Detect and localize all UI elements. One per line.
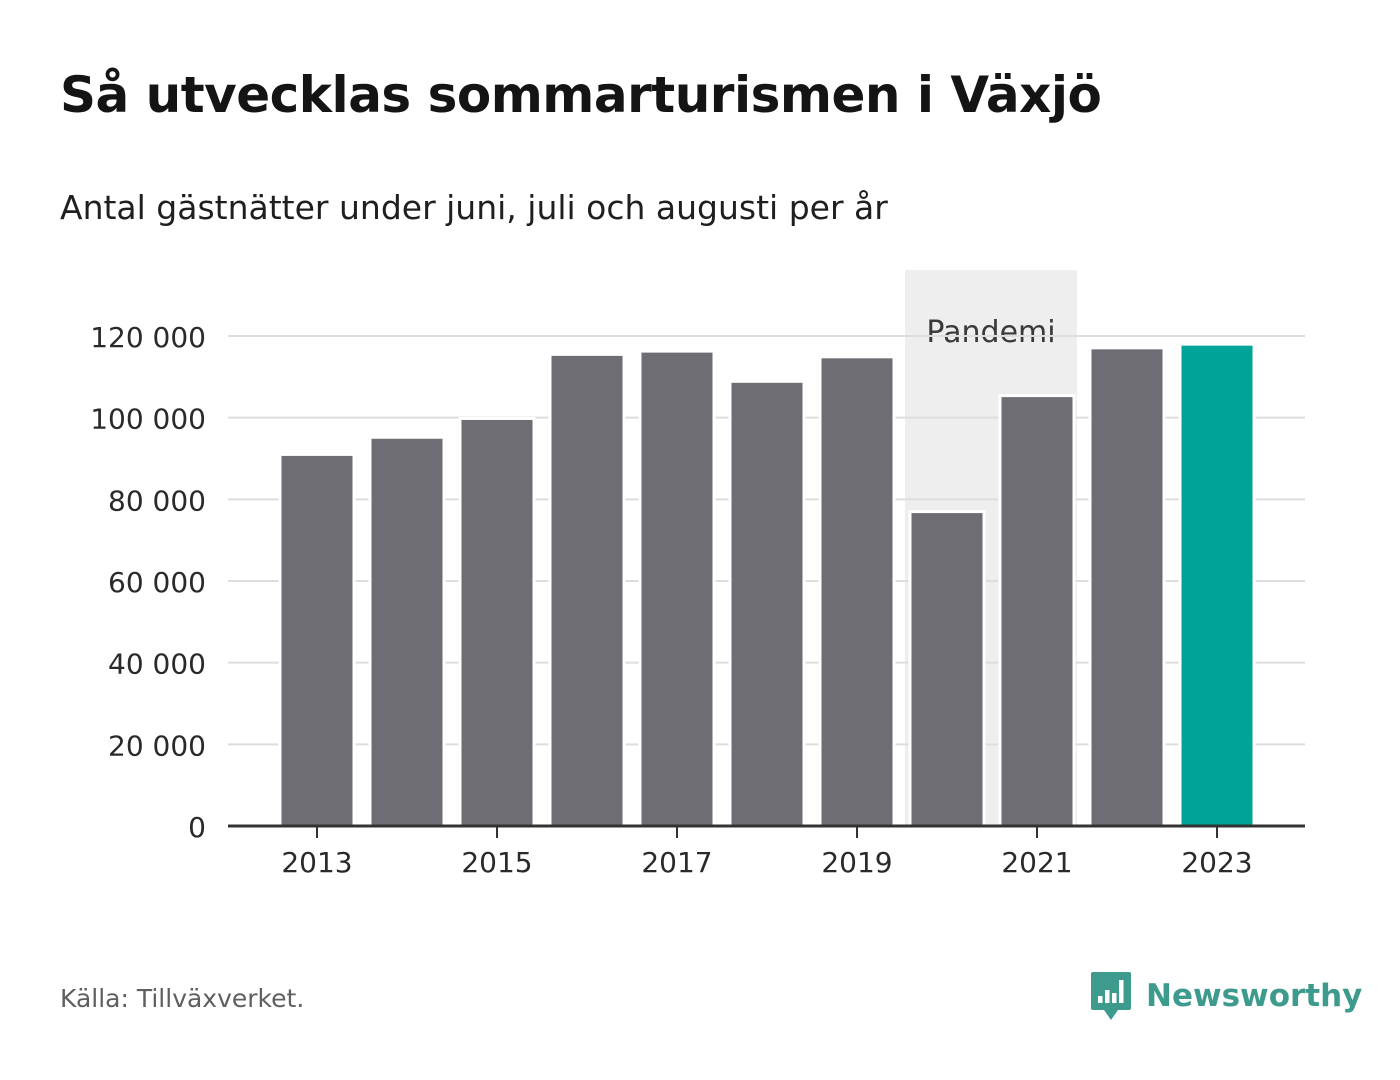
x-tick-label: 2013 [281,846,352,879]
bar-2013 [278,452,356,828]
bar-2021 [998,394,1076,828]
pandemic-annotation: Pandemi [926,315,1055,350]
x-tick-label: 2015 [461,846,532,879]
y-tick-label: 20 000 [108,729,206,762]
bar-2016 [548,352,626,828]
x-tick-label: 2021 [1001,846,1072,879]
y-tick-label: 40 000 [108,648,206,681]
y-tick-label: 0 [188,811,206,844]
bar-2015 [458,416,536,828]
bar-2022 [1088,346,1166,828]
x-tick-label: 2023 [1181,846,1252,879]
bar-2020 [908,510,986,828]
bar-2023 [1178,342,1256,828]
x-tick-label: 2017 [641,846,712,879]
bar-2018 [728,379,806,828]
bar-chart-speech-bubble-icon [1091,972,1131,1020]
chart-subtitle: Antal gästnätter under juni, juli och au… [60,188,888,227]
bar-2019 [818,355,896,828]
x-tick-label: 2019 [821,846,892,879]
chart-title: Så utvecklas sommarturismen i Växjö [60,66,1102,124]
y-tick-label: 120 000 [90,321,206,354]
brand-logo: Newsworthy [1090,970,1362,1022]
source-note: Källa: Tillväxverket. [60,984,305,1013]
bar-2017 [638,349,716,828]
brand-name: Newsworthy [1146,978,1363,1014]
y-tick-label: 60 000 [108,566,206,599]
y-tick-label: 80 000 [108,484,206,517]
y-tick-label: 100 000 [90,403,206,436]
bar-2014 [368,435,446,828]
